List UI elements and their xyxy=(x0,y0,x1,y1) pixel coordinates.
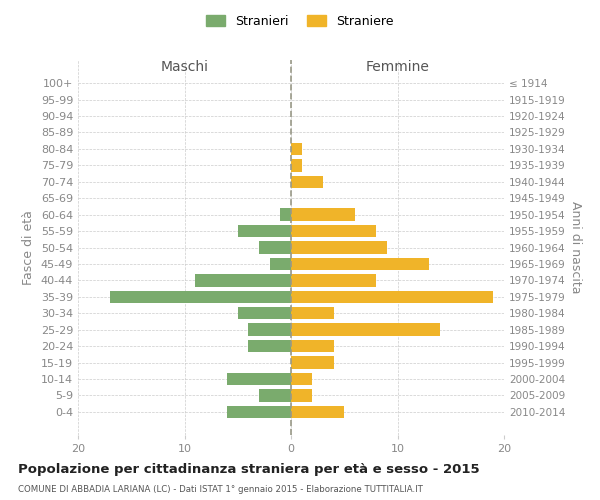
Bar xyxy=(259,242,291,254)
Bar xyxy=(291,324,440,336)
Bar xyxy=(291,389,313,402)
Bar xyxy=(259,389,291,402)
Bar xyxy=(270,258,291,270)
Bar xyxy=(248,340,291,352)
Bar xyxy=(238,307,291,320)
Bar xyxy=(291,242,387,254)
Text: Femmine: Femmine xyxy=(365,60,430,74)
Text: Maschi: Maschi xyxy=(161,60,209,74)
Bar xyxy=(291,356,334,368)
Bar xyxy=(291,225,376,237)
Bar xyxy=(291,274,376,286)
Bar xyxy=(291,176,323,188)
Bar xyxy=(291,208,355,221)
Bar xyxy=(291,258,430,270)
Bar xyxy=(227,406,291,418)
Legend: Stranieri, Straniere: Stranieri, Straniere xyxy=(203,11,397,32)
Y-axis label: Anni di nascita: Anni di nascita xyxy=(569,201,582,294)
Bar xyxy=(280,208,291,221)
Bar xyxy=(291,290,493,303)
Bar xyxy=(110,290,291,303)
Bar xyxy=(291,307,334,320)
Text: COMUNE DI ABBADIA LARIANA (LC) - Dati ISTAT 1° gennaio 2015 - Elaborazione TUTTI: COMUNE DI ABBADIA LARIANA (LC) - Dati IS… xyxy=(18,485,423,494)
Bar xyxy=(195,274,291,286)
Bar xyxy=(291,406,344,418)
Bar xyxy=(291,340,334,352)
Bar xyxy=(291,159,302,172)
Bar xyxy=(291,373,313,385)
Text: Popolazione per cittadinanza straniera per età e sesso - 2015: Popolazione per cittadinanza straniera p… xyxy=(18,462,479,475)
Bar xyxy=(238,225,291,237)
Bar xyxy=(248,324,291,336)
Bar xyxy=(227,373,291,385)
Bar xyxy=(291,143,302,155)
Y-axis label: Fasce di età: Fasce di età xyxy=(22,210,35,285)
